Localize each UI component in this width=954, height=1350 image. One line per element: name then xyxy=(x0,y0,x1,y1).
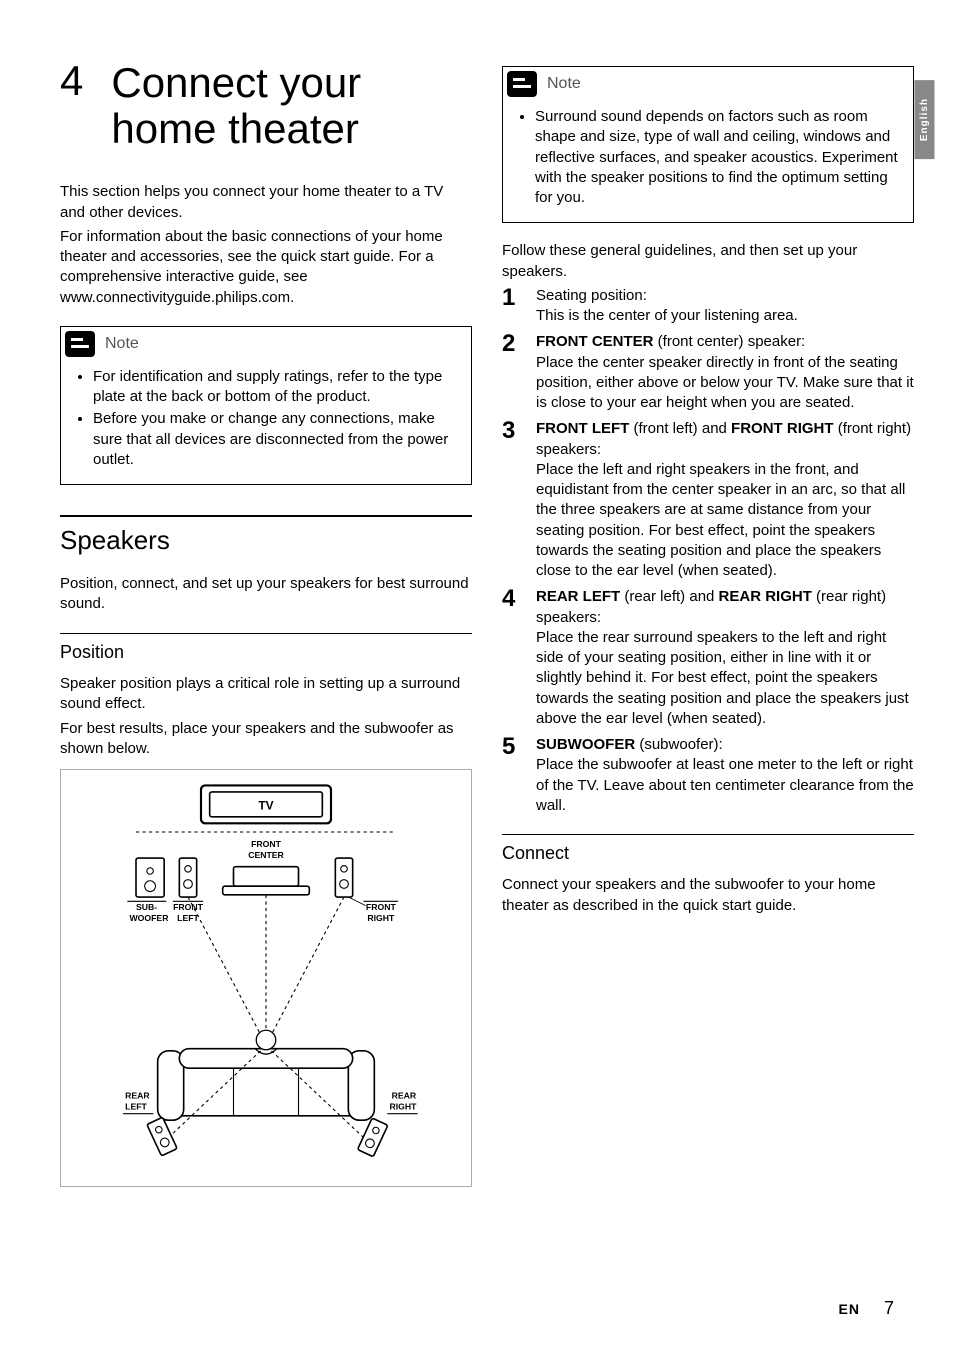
guideline-step-4: 4 REAR LEFT (rear left) and REAR RIGHT (… xyxy=(502,587,914,729)
note-label: Note xyxy=(105,333,139,355)
guidelines-list: 1 Seating position: This is the center o… xyxy=(502,286,914,816)
step-lead-bold: REAR LEFT xyxy=(536,588,620,605)
diagram-svg: TV FRONT CENTER SUB- WOOFER FRONT xyxy=(71,780,461,1170)
note-icon xyxy=(507,71,537,97)
intro-paragraph-1: This section helps you connect your home… xyxy=(60,182,472,223)
subsection-position: Position xyxy=(60,633,472,664)
guideline-step-3: 3 FRONT LEFT (front left) and FRONT RIGH… xyxy=(502,419,914,581)
note-header: Note xyxy=(503,67,913,99)
connect-p1: Connect your speakers and the subwoofer … xyxy=(502,875,914,916)
step-number: 2 xyxy=(502,332,522,413)
step-number: 1 xyxy=(502,286,522,327)
step-number: 4 xyxy=(502,587,522,729)
guidelines-intro: Follow these general guidelines, and the… xyxy=(502,241,914,282)
step-lead-bold: FRONT LEFT xyxy=(536,420,629,437)
svg-text:RIGHT: RIGHT xyxy=(367,913,395,923)
note-icon xyxy=(65,331,95,357)
step-lead-tail: (front center) speaker: xyxy=(654,333,806,350)
svg-text:FRONT: FRONT xyxy=(173,902,204,912)
note-header: Note xyxy=(61,327,471,359)
speaker-diagram: TV FRONT CENTER SUB- WOOFER FRONT xyxy=(60,769,472,1187)
note-label: Note xyxy=(547,73,581,95)
note-body: For identification and supply ratings, r… xyxy=(61,359,471,484)
position-p2: For best results, place your speakers an… xyxy=(60,719,472,760)
note-2-item: Surround sound depends on factors such a… xyxy=(535,107,899,208)
step-number: 3 xyxy=(502,419,522,581)
step-lead-bold: SUBWOOFER xyxy=(536,736,635,753)
left-column: 4 Connect your home theater This section… xyxy=(60,60,472,1187)
step-number: 5 xyxy=(502,735,522,816)
guideline-step-2: 2 FRONT CENTER (front center) speaker: P… xyxy=(502,332,914,413)
note-box-1: Note For identification and supply ratin… xyxy=(60,326,472,485)
guideline-step-1: 1 Seating position: This is the center o… xyxy=(502,286,914,327)
page-content: 4 Connect your home theater This section… xyxy=(0,0,954,1207)
svg-text:REAR: REAR xyxy=(392,1091,417,1101)
step-body: Place the left and right speakers in the… xyxy=(536,461,905,579)
footer-page-number: 7 xyxy=(884,1296,894,1320)
chapter-heading: 4 Connect your home theater xyxy=(60,60,472,152)
svg-text:RIGHT: RIGHT xyxy=(389,1101,417,1111)
guideline-step-5: 5 SUBWOOFER (subwoofer): Place the subwo… xyxy=(502,735,914,816)
note-body: Surround sound depends on factors such a… xyxy=(503,99,913,222)
step-lead-bold: FRONT CENTER xyxy=(536,333,654,350)
note-box-2: Note Surround sound depends on factors s… xyxy=(502,66,914,223)
step-lead: Seating position: xyxy=(536,287,647,304)
step-lead-mid: (front left) and xyxy=(629,420,731,437)
speakers-intro: Position, connect, and set up your speak… xyxy=(60,574,472,615)
svg-text:REAR: REAR xyxy=(125,1091,150,1101)
svg-text:FRONT: FRONT xyxy=(366,902,397,912)
step-lead-mid: (rear left) and xyxy=(620,588,718,605)
svg-text:LEFT: LEFT xyxy=(125,1101,147,1111)
step-lead-bold2: REAR RIGHT xyxy=(719,588,812,605)
step-body: Place the subwoofer at least one meter t… xyxy=(536,756,914,814)
footer-language: EN xyxy=(839,1300,860,1319)
step-body: This is the center of your listening are… xyxy=(536,307,798,324)
diagram-tv-label: TV xyxy=(258,798,273,812)
page-footer: EN 7 xyxy=(839,1296,894,1320)
section-title-speakers: Speakers xyxy=(60,515,472,558)
svg-text:LEFT: LEFT xyxy=(177,913,199,923)
right-column: Note Surround sound depends on factors s… xyxy=(502,60,914,1187)
step-body: Place the rear surround speakers to the … xyxy=(536,629,909,727)
note-1-item: For identification and supply ratings, r… xyxy=(93,367,457,408)
svg-text:FRONT: FRONT xyxy=(251,839,282,849)
language-tab: English xyxy=(915,80,935,159)
intro-paragraph-2: For information about the basic connecti… xyxy=(60,227,472,308)
chapter-title-text: Connect your home theater xyxy=(111,60,472,152)
step-lead-bold2: FRONT RIGHT xyxy=(731,420,834,437)
svg-text:CENTER: CENTER xyxy=(248,850,284,860)
svg-text:WOOFER: WOOFER xyxy=(130,913,170,923)
note-1-item: Before you make or change any connection… xyxy=(93,409,457,470)
step-body: Place the center speaker directly in fro… xyxy=(536,354,914,412)
step-lead-tail: (subwoofer): xyxy=(635,736,723,753)
svg-text:SUB-: SUB- xyxy=(136,902,157,912)
chapter-number: 4 xyxy=(60,60,83,102)
position-p1: Speaker position plays a critical role i… xyxy=(60,674,472,715)
subsection-connect: Connect xyxy=(502,834,914,865)
